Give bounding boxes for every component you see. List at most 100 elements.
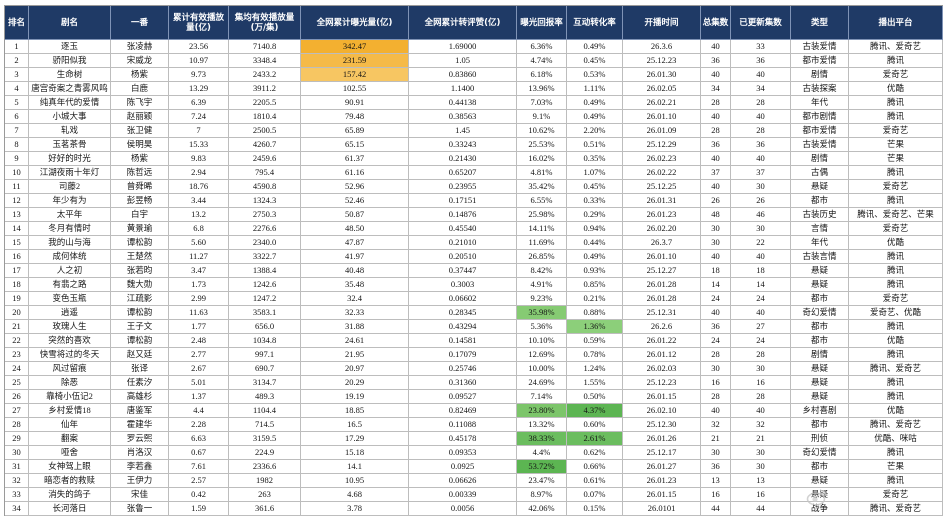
cell-genre: 古偶	[791, 166, 849, 180]
cell-total-episodes: 40	[701, 152, 731, 166]
table-row: 13 太平年 白宇 13.2 2750.3 50.87 0.14876 25.98% 0.29%…	[5, 208, 943, 222]
cell-platform: 优酷、咪咕	[849, 432, 943, 446]
cell-exposure-return-rate: 11.69%	[517, 236, 567, 250]
cell-genre: 年代	[791, 236, 849, 250]
cell-rank: 25	[5, 376, 29, 390]
cell-air-date: 26.01.15	[623, 390, 701, 404]
cell-per-episode-views: 1324.3	[229, 194, 301, 208]
cell-rank: 21	[5, 320, 29, 334]
cell-title: 女神驾上眼	[29, 460, 111, 474]
cell-rank: 15	[5, 236, 29, 250]
cell-updated-episodes: 30	[731, 362, 791, 376]
cell-updated-episodes: 30	[731, 460, 791, 474]
cell-updated-episodes: 18	[731, 264, 791, 278]
cell-genre: 刑侦	[791, 432, 849, 446]
cell-updated-episodes: 24	[731, 292, 791, 306]
cell-air-date: 26.01.09	[623, 124, 701, 138]
cell-genre: 战争	[791, 502, 849, 516]
cell-interaction-rate: 0.85%	[567, 278, 623, 292]
cell-total-exposure: 102.55	[301, 82, 409, 96]
cell-rank: 10	[5, 166, 29, 180]
cell-total-episodes: 40	[701, 250, 731, 264]
cell-total-views: 9.73	[169, 68, 229, 82]
cell-exposure-return-rate: 6.55%	[517, 194, 567, 208]
cell-exposure-return-rate: 38.33%	[517, 432, 567, 446]
cell-title: 有翡之路	[29, 278, 111, 292]
cell-total-engagement: 0.44138	[409, 96, 517, 110]
cell-platform: 爱奇艺	[849, 180, 943, 194]
cell-total-episodes: 30	[701, 362, 731, 376]
cell-total-views: 18.76	[169, 180, 229, 194]
cell-interaction-rate: 0.29%	[567, 208, 623, 222]
cell-total-episodes: 44	[701, 502, 731, 516]
cell-total-episodes: 16	[701, 376, 731, 390]
table-row: 20 逍遥 谭松韵 11.63 3583.1 32.33 0.28345 35.98% 0.88…	[5, 306, 943, 320]
cell-interaction-rate: 1.55%	[567, 376, 623, 390]
cell-lead-actor: 罗云熙	[111, 432, 169, 446]
cell-air-date: 26.01.23	[623, 208, 701, 222]
cell-updated-episodes: 13	[731, 474, 791, 488]
cell-title: 长河落日	[29, 502, 111, 516]
cell-total-engagement: 0.14581	[409, 334, 517, 348]
cell-rank: 34	[5, 502, 29, 516]
cell-title: 冬月有情时	[29, 222, 111, 236]
cell-interaction-rate: 0.66%	[567, 460, 623, 474]
cell-title: 纯真年代的爱情	[29, 96, 111, 110]
cell-genre: 悬疑	[791, 362, 849, 376]
cell-interaction-rate: 0.50%	[567, 390, 623, 404]
cell-rank: 28	[5, 418, 29, 432]
cell-air-date: 26.0101	[623, 502, 701, 516]
cell-interaction-rate: 0.35%	[567, 152, 623, 166]
cell-per-episode-views: 1034.8	[229, 334, 301, 348]
cell-total-engagement: 0.14876	[409, 208, 517, 222]
cell-interaction-rate: 0.60%	[567, 418, 623, 432]
cell-rank: 33	[5, 488, 29, 502]
cell-per-episode-views: 2340.0	[229, 236, 301, 250]
cell-title: 年少有为	[29, 194, 111, 208]
cell-genre: 乡村喜剧	[791, 404, 849, 418]
cell-total-views: 3.44	[169, 194, 229, 208]
cell-platform: 腾讯、爱奇艺	[849, 40, 943, 54]
cell-interaction-rate: 0.49%	[567, 96, 623, 110]
cell-rank: 4	[5, 82, 29, 96]
cell-total-episodes: 16	[701, 488, 731, 502]
cell-total-engagement: 0.25746	[409, 362, 517, 376]
cell-air-date: 26.01.15	[623, 488, 701, 502]
cell-title: 成何体统	[29, 250, 111, 264]
cell-total-exposure: 15.18	[301, 446, 409, 460]
cell-total-episodes: 13	[701, 474, 731, 488]
cell-exposure-return-rate: 5.36%	[517, 320, 567, 334]
cell-platform: 腾讯	[849, 264, 943, 278]
table-row: 8 玉茗茶骨 侯明昊 15.33 4260.7 65.15 0.33243 25.53% 0.5…	[5, 138, 943, 152]
cell-interaction-rate: 0.21%	[567, 292, 623, 306]
cell-title: 玉茗茶骨	[29, 138, 111, 152]
cell-interaction-rate: 0.49%	[567, 250, 623, 264]
table-row: 15 我的山与海 谭松韵 5.60 2340.0 47.87 0.21010 11.69% 0.…	[5, 236, 943, 250]
cell-total-engagement: 0.0925	[409, 460, 517, 474]
cell-per-episode-views: 2459.6	[229, 152, 301, 166]
cell-total-engagement: 0.11088	[409, 418, 517, 432]
cell-air-date: 26.01.22	[623, 334, 701, 348]
cell-genre: 古装爱情	[791, 138, 849, 152]
cell-total-views: 7.61	[169, 460, 229, 474]
cell-lead-actor: 王伊力	[111, 474, 169, 488]
cell-total-exposure: 3.78	[301, 502, 409, 516]
cell-exposure-return-rate: 7.14%	[517, 390, 567, 404]
column-header-per-episode-views: 集均有效播放量(万/集)	[229, 6, 301, 40]
cell-genre: 悬疑	[791, 264, 849, 278]
cell-total-exposure: 10.95	[301, 474, 409, 488]
cell-updated-episodes: 40	[731, 306, 791, 320]
cell-lead-actor: 霍建华	[111, 418, 169, 432]
cell-exposure-return-rate: 4.74%	[517, 54, 567, 68]
cell-air-date: 25.12.23	[623, 54, 701, 68]
cell-total-exposure: 52.46	[301, 194, 409, 208]
cell-air-date: 26.01.10	[623, 250, 701, 264]
table-row: 7 轧戏 张卫健 7 2500.5 65.89 1.45 10.62% 2.20% 26.01.0…	[5, 124, 943, 138]
cell-genre: 奇幻爱情	[791, 306, 849, 320]
cell-total-views: 1.73	[169, 278, 229, 292]
cell-per-episode-views: 2336.6	[229, 460, 301, 474]
cell-per-episode-views: 361.6	[229, 502, 301, 516]
cell-total-exposure: 231.59	[301, 54, 409, 68]
cell-genre: 古装探案	[791, 82, 849, 96]
cell-air-date: 25.12.27	[623, 264, 701, 278]
